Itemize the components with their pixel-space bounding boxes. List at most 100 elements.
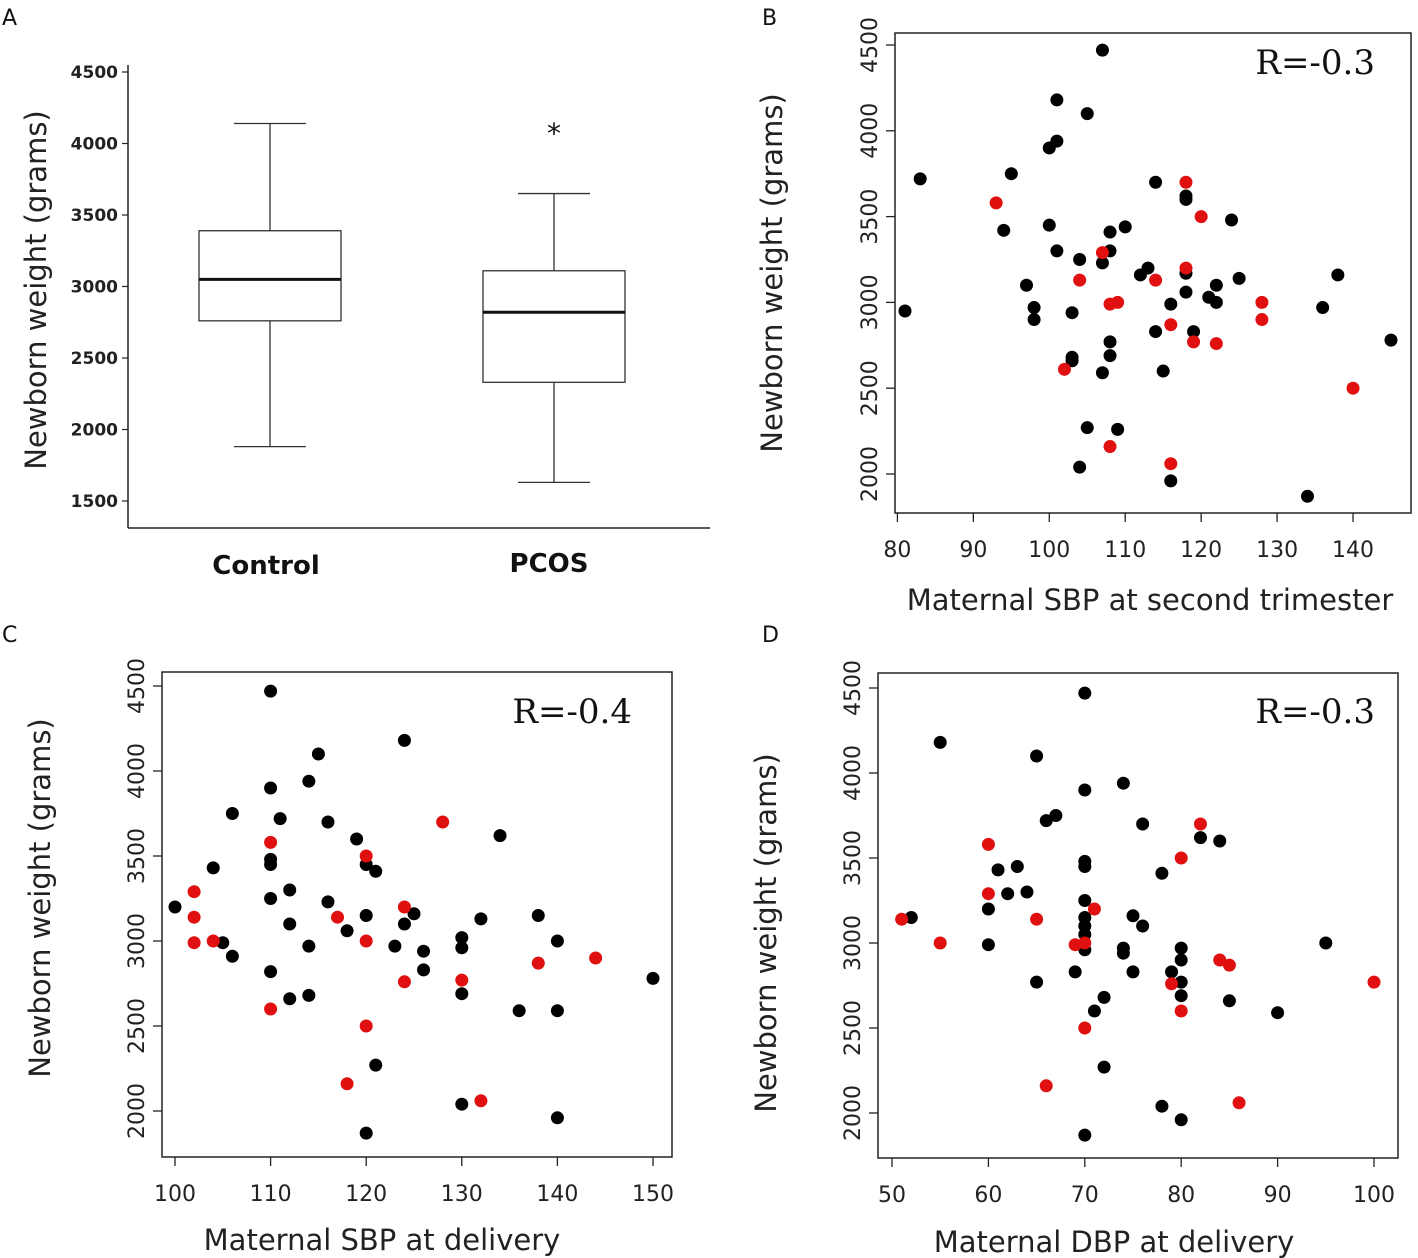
control-point: [283, 917, 297, 931]
control-point: [1049, 809, 1063, 822]
pcos-point: [1209, 337, 1223, 351]
pcos-point: [187, 936, 201, 950]
y-axis-label: Newborn weight (grams): [749, 753, 783, 1113]
x-tick-label: 100: [1353, 1183, 1395, 1208]
pcos-point: [1187, 335, 1201, 349]
y-tick-label: 3000: [71, 278, 118, 298]
y-tick-label: 3500: [841, 830, 866, 886]
x-tick-label: 50: [878, 1183, 906, 1208]
control-point: [1068, 965, 1082, 979]
control-point: [1111, 422, 1125, 436]
significance-asterisk: *: [547, 117, 561, 150]
pcos-point: [1165, 977, 1179, 991]
control-point: [302, 988, 316, 1002]
x-tick-label: 140: [536, 1182, 578, 1207]
control-point: [1078, 1128, 1092, 1142]
control-point: [359, 1126, 373, 1140]
control-point: [340, 924, 354, 938]
category-label-control: Control: [212, 551, 319, 581]
control-point: [397, 733, 411, 747]
scatter-panel-c: 100 110 120 130 140 150 2000 2500 3000 3500 4000 45…: [23, 658, 674, 1257]
control-point: [1097, 990, 1111, 1004]
control-point: [933, 735, 947, 749]
control-point: [1030, 749, 1044, 763]
control-point: [493, 829, 507, 843]
control-point: [1118, 220, 1132, 234]
panel-letter-a: A: [2, 6, 17, 31]
control-point: [1155, 1099, 1169, 1113]
control-point: [1073, 460, 1087, 474]
control-point: [1187, 325, 1201, 339]
control-point: [1209, 295, 1223, 309]
pcos-point: [340, 1077, 354, 1091]
y-tick-label: 4500: [841, 660, 866, 716]
control-point: [1126, 909, 1140, 923]
control-point: [1222, 994, 1236, 1008]
control-point: [311, 747, 325, 761]
pcos-point: [397, 975, 411, 989]
x-tick-label: 130: [441, 1182, 483, 1207]
control-point: [1078, 783, 1092, 797]
series-control: [168, 684, 660, 1140]
y-tick-label: 3500: [71, 206, 118, 226]
control-point: [1384, 333, 1398, 347]
pcos-point: [1174, 1004, 1188, 1018]
pcos-point: [1164, 457, 1178, 471]
control-point: [1174, 975, 1188, 989]
control-point: [168, 900, 182, 914]
x-tick-label: 110: [1104, 538, 1146, 563]
scatter-panel-b: 80 90 100 110 120 130 140 2000 2500 3000 3500 4000 4…: [755, 17, 1412, 617]
plot-frame: [877, 672, 1399, 1159]
control-point: [981, 902, 995, 916]
control-point: [1136, 919, 1150, 933]
control-point: [1103, 349, 1117, 363]
control-point: [1010, 860, 1024, 873]
pcos-point: [1078, 936, 1092, 950]
control-point: [264, 965, 278, 979]
pcos-point: [981, 837, 995, 851]
y-tick-label: 2000: [71, 421, 118, 441]
y-tick-label: 4500: [125, 658, 150, 714]
control-point: [913, 172, 927, 186]
y-tick-label: 3500: [125, 828, 150, 884]
y-tick-label: 2500: [125, 998, 150, 1054]
pcos-point: [187, 885, 201, 899]
pcos-point: [264, 835, 278, 849]
control-point: [1174, 1113, 1188, 1127]
box-plot-panel: 1500 2000 2500 3000 3500 4000 4500 Newborn wei…: [19, 63, 710, 581]
control-point: [455, 1097, 469, 1111]
control-point: [1095, 256, 1109, 270]
control-point: [1213, 834, 1227, 848]
control-point: [302, 774, 316, 788]
control-point: [321, 815, 335, 829]
y-axis-label: Newborn weight (grams): [19, 110, 53, 470]
pcos-point: [1103, 440, 1117, 454]
pcos-point: [1213, 953, 1227, 967]
control-point: [1004, 167, 1018, 181]
control-point: [1065, 306, 1079, 320]
control-point: [1174, 941, 1188, 955]
control-point: [321, 895, 335, 909]
control-point: [273, 812, 287, 826]
control-point: [1136, 817, 1150, 831]
control-point: [1209, 278, 1223, 292]
y-tick-label: 2500: [858, 360, 883, 416]
x-tick-label: 80: [1167, 1183, 1195, 1208]
control-point: [264, 684, 278, 698]
y-tick-label: 2500: [841, 1000, 866, 1056]
panel-letter-d: D: [762, 623, 779, 648]
control-point: [1174, 989, 1188, 1003]
control-point: [1225, 213, 1239, 227]
x-axis-label: Maternal SBP at delivery: [204, 1223, 561, 1257]
y-tick-label: 3000: [841, 915, 866, 971]
control-point: [1164, 297, 1178, 311]
pcos-point: [1179, 261, 1193, 275]
y-tick-label: 2000: [841, 1085, 866, 1141]
control-point: [1097, 1060, 1111, 1074]
pcos-point: [455, 973, 469, 987]
pcos-point: [1222, 958, 1236, 972]
control-point: [225, 807, 239, 820]
control-point: [550, 1004, 564, 1018]
pcos-point: [1346, 381, 1360, 395]
pcos-point: [1073, 273, 1087, 287]
